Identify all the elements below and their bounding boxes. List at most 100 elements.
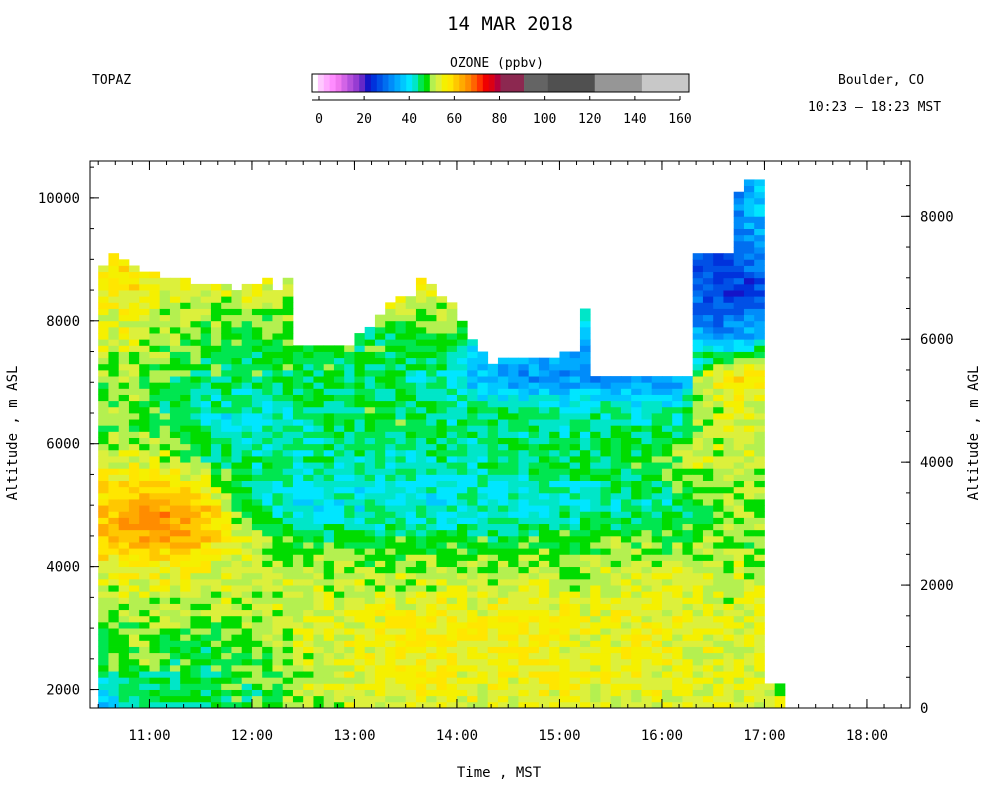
heatmap-cell: [354, 468, 366, 475]
heatmap-cell: [333, 671, 345, 678]
heatmap-cell: [518, 480, 530, 488]
heatmap-cell: [323, 382, 335, 389]
heatmap-cell: [200, 597, 212, 604]
heatmap-cell: [467, 480, 478, 488]
heatmap-cell: [631, 566, 642, 574]
heatmap-cell: [303, 357, 314, 365]
heatmap-cell: [262, 400, 273, 408]
heatmap-cell: [333, 640, 345, 647]
heatmap-cell: [262, 302, 273, 309]
heatmap-cell: [139, 578, 150, 586]
heatmap-cell: [221, 695, 232, 703]
heatmap-cell: [272, 406, 284, 414]
heatmap-cell: [180, 560, 191, 568]
heatmap-cell: [497, 363, 509, 371]
heatmap-cell: [118, 664, 130, 672]
heatmap-cell: [333, 603, 345, 611]
heatmap-cell: [354, 566, 366, 574]
heatmap-cell: [180, 468, 191, 475]
heatmap-cell: [385, 554, 396, 561]
colorbar-segment: [465, 74, 472, 92]
heatmap-cell: [426, 535, 437, 543]
heatmap-cell: [477, 492, 489, 500]
heatmap-cell: [364, 394, 376, 402]
heatmap-cell: [497, 523, 509, 531]
heatmap-cell: [364, 376, 376, 383]
heatmap-cell: [272, 425, 284, 432]
heatmap-cell: [149, 290, 161, 297]
heatmap-cell: [456, 419, 468, 426]
heatmap-cell: [569, 628, 581, 635]
heatmap-cell: [282, 603, 294, 611]
heatmap-cell: [139, 363, 150, 371]
heatmap-cell: [692, 609, 704, 617]
heatmap-cell: [221, 412, 232, 420]
heatmap-cell: [292, 554, 304, 561]
heatmap-cell: [559, 597, 571, 604]
heatmap-cell: [754, 437, 765, 445]
heatmap-cell: [292, 628, 304, 635]
heatmap-cell: [385, 449, 396, 457]
heatmap-cell: [221, 701, 232, 709]
heatmap-cell: [344, 695, 355, 703]
heatmap-cell: [446, 578, 458, 586]
heatmap-cell: [723, 333, 735, 340]
heatmap-cell: [641, 529, 653, 537]
heatmap-cell: [682, 615, 694, 623]
heatmap-cell: [713, 683, 724, 690]
heatmap-cell: [405, 615, 417, 623]
heatmap-cell: [692, 314, 704, 322]
heatmap-cell: [231, 425, 243, 432]
heatmap-cell: [559, 609, 571, 617]
heatmap-cell: [282, 492, 294, 500]
colorbar-segment: [435, 74, 442, 92]
heatmap-cell: [251, 376, 263, 383]
heatmap-cell: [262, 701, 273, 709]
heatmap-cell: [272, 480, 284, 488]
heatmap-cell: [641, 437, 653, 445]
heatmap-cell: [323, 412, 335, 420]
heatmap-cell: [262, 308, 273, 316]
heatmap-cell: [251, 369, 263, 377]
heatmap-cell: [169, 646, 181, 654]
heatmap-cell: [405, 376, 417, 383]
heatmap-cell: [754, 572, 765, 580]
heatmap-cell: [528, 566, 540, 574]
heatmap-cell: [682, 695, 694, 703]
heatmap-cell: [292, 609, 304, 617]
plot-frame: [89, 160, 911, 709]
heatmap-cell: [149, 572, 161, 580]
heatmap-cell: [426, 382, 437, 389]
heatmap-cell: [528, 701, 540, 709]
heatmap-cell: [200, 554, 212, 561]
heatmap-cell: [661, 578, 673, 586]
heatmap-cell: [508, 695, 519, 703]
heatmap-cell: [600, 677, 612, 684]
heatmap-cell: [221, 443, 232, 451]
heatmap-cell: [661, 376, 673, 383]
heatmap-cell: [139, 529, 150, 537]
heatmap-cell: [651, 591, 663, 598]
heatmap-cell: [210, 505, 222, 512]
heatmap-cell: [333, 363, 345, 371]
heatmap-cell: [395, 677, 407, 684]
heatmap-cell: [241, 443, 253, 451]
heatmap-cell: [446, 492, 458, 500]
heatmap-cell: [631, 634, 642, 641]
heatmap-cell: [159, 505, 171, 512]
colorbar-segment: [447, 74, 454, 92]
heatmap-cell: [210, 474, 222, 481]
heatmap-cell: [354, 529, 366, 537]
heatmap-cell: [723, 283, 735, 291]
heatmap-cell: [313, 400, 325, 408]
heatmap-cell: [405, 296, 417, 303]
heatmap-cell: [692, 400, 704, 408]
heatmap-cell: [374, 425, 386, 432]
heatmap-cell: [651, 560, 663, 568]
heatmap-cell: [149, 511, 161, 518]
heatmap-cell: [610, 646, 622, 654]
heatmap-cell: [98, 419, 109, 426]
heatmap-cell: [98, 499, 109, 506]
heatmap-cell: [364, 437, 376, 445]
heatmap-cell: [672, 499, 683, 506]
